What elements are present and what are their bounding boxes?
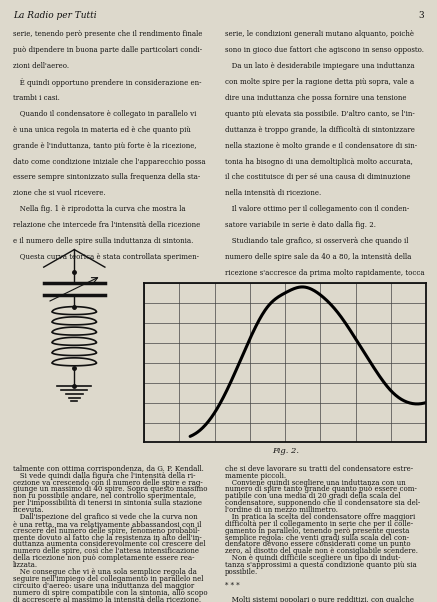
Text: zero, al disotto del quale non è consigliabile scendere.: zero, al disotto del quale non è consigl… [225,547,418,556]
Text: un massimo e poi rapidamente decade.: un massimo e poi rapidamente decade. [225,285,365,293]
Text: essere sempre sintonizzato sulla frequenza della sta-: essere sempre sintonizzato sulla frequen… [13,173,200,181]
Text: Molti sistemi popolari o pure redditizi, con qualche: Molti sistemi popolari o pure redditizi,… [225,595,414,602]
Text: zione che si vuol ricevere.: zione che si vuol ricevere. [13,190,106,197]
Text: sono in gioco due fattori che agiscono in senso opposto.: sono in gioco due fattori che agiscono i… [225,46,424,54]
Text: semplice regola: che venti gradi sulla scala del con-: semplice regola: che venti gradi sulla s… [225,533,409,542]
Text: In pratica la scelta del condensatore offre maggiori: In pratica la scelta del condensatore of… [225,513,415,521]
Text: può dipendere in buona parte dalle particolari condi-: può dipendere in buona parte dalle parti… [13,46,202,54]
Text: Non è quindi difficile scegliere un tipo di indut-: Non è quindi difficile scegliere un tipo… [225,554,401,562]
Text: Da un lato è desiderabile impiegare una induttanza: Da un lato è desiderabile impiegare una … [225,62,415,70]
Text: zioni dell'aereo.: zioni dell'aereo. [13,62,69,70]
Text: non fu possibile andare, nel controllo sperimentale,: non fu possibile andare, nel controllo s… [13,492,196,500]
Text: relazione che intercede fra l'intensità della ricezione: relazione che intercede fra l'intensità … [13,222,200,229]
Text: lizzata.: lizzata. [13,561,38,569]
Text: ricezione s'accresce da prima molto rapidamente, tocca: ricezione s'accresce da prima molto rapi… [225,269,425,277]
Text: quanto più elevata sia possibile. D'altro canto, se l'in-: quanto più elevata sia possibile. D'altr… [225,110,415,118]
Text: crescere del numero delle spire, fenomeno probabil-: crescere del numero delle spire, fenomen… [13,527,200,535]
Text: è una unica regola in materia ed è che quanto più: è una unica regola in materia ed è che q… [13,126,191,134]
Text: densatore devono essere considerati come un punto: densatore devono essere considerati come… [225,541,411,548]
Text: duttanza è troppo grande, la difficoltà di sintonizzare: duttanza è troppo grande, la difficoltà … [225,126,415,134]
Text: per l'impossibilità di tenersi in sintonia sulla stazione: per l'impossibilità di tenersi in sinton… [13,499,202,507]
Text: mente dovuto al fatto che la resistenza in alto dell'in-: mente dovuto al fatto che la resistenza … [13,533,202,542]
Text: l'ordine di un mezzo millimetro.: l'ordine di un mezzo millimetro. [225,506,338,514]
Text: numero di spire compatibile con la sintonia, allo scopo: numero di spire compatibile con la sinto… [13,589,208,597]
Text: circuito d'aereo: usare una induttanza del maggior: circuito d'aereo: usare una induttanza d… [13,582,194,590]
Text: Si vede quindi dalla figura che l'intensità della ri-: Si vede quindi dalla figura che l'intens… [13,471,196,480]
Text: numero delle spire, così che l'attesa intensificazione: numero delle spire, così che l'attesa in… [13,547,199,556]
Text: serie, tenendo però presente che il rendimento finale: serie, tenendo però presente che il rend… [13,30,202,38]
Text: duttanza aumenta considerevolmente col crescere del: duttanza aumenta considerevolmente col c… [13,541,206,548]
Text: con molte spire per la ragione detta più sopra, vale a: con molte spire per la ragione detta più… [225,78,414,86]
Text: cezione va crescendo con il numero delle spire e rag-: cezione va crescendo con il numero delle… [13,479,203,486]
Text: Nella fig. 1 è riprodotta la curva che mostra la: Nella fig. 1 è riprodotta la curva che m… [13,205,186,213]
Text: Conviene quindi scegliere una induttanza con un: Conviene quindi scegliere una induttanza… [225,479,406,486]
Text: nella stazione è molto grande e il condensatore di sin-: nella stazione è molto grande e il conde… [225,141,417,150]
Text: seguire nell'impiego del collegamento in parallelo nel: seguire nell'impiego del collegamento in… [13,575,204,583]
Text: satore variabile in serie è dato dalla fig. 2.: satore variabile in serie è dato dalla f… [225,222,376,229]
Text: Ne consegue che vi è una sola semplice regola da: Ne consegue che vi è una sola semplice r… [13,568,197,576]
Text: serie, le condizioni generali mutano alquanto, poichè: serie, le condizioni generali mutano alq… [225,30,414,38]
Text: difficoltà per il collegamento in serie che per il colle-: difficoltà per il collegamento in serie … [225,520,413,528]
Text: patibile con una media di 20 gradi della scala del: patibile con una media di 20 gradi della… [225,492,401,500]
Text: è una retta, ma va relativamente abbassandosi con il: è una retta, ma va relativamente abbassa… [13,520,201,528]
Text: gamento in parallelo, tenendo però presente questa: gamento in parallelo, tenendo però prese… [225,527,409,535]
Text: 3: 3 [418,11,424,20]
Text: Fig. 2.: Fig. 2. [272,447,298,455]
Text: possibile.: possibile. [225,568,258,576]
Text: tanza s'approssimi a questa condizione quanto più sia: tanza s'approssimi a questa condizione q… [225,561,417,569]
Text: Quando il condensatore è collegato in parallelo vi: Quando il condensatore è collegato in pa… [13,110,197,118]
Text: Studiando tale grafico, si osserverà che quando il: Studiando tale grafico, si osserverà che… [225,237,409,245]
Text: ricevuta.: ricevuta. [13,506,45,514]
Text: di accrescere al massimo la intensità della ricezione.: di accrescere al massimo la intensità de… [13,595,201,602]
Text: Il fenomeno è dovuto con tutta probabilità al fatto: Il fenomeno è dovuto con tutta probabili… [225,301,410,309]
Text: e il numero delle spire sulla induttanza di sintonia.: e il numero delle spire sulla induttanza… [13,237,194,245]
Text: che si deve lavorare su tratti del condensatore estre-: che si deve lavorare su tratti del conde… [225,465,413,473]
Text: trambi i casi.: trambi i casi. [13,94,60,102]
Text: della ricezione non può completamente essere rea-: della ricezione non può completamente es… [13,554,194,562]
Text: dato come condizione iniziale che l'apparecchio possa: dato come condizione iniziale che l'appa… [13,158,206,166]
Text: condensatore, supponendo che il condensatore sia del-: condensatore, supponendo che il condensa… [225,499,420,507]
Text: il che costituisce di per sé una causa di diminuzione: il che costituisce di per sé una causa d… [225,173,410,181]
Text: grande è l'induttanza, tanto più forte è la ricezione,: grande è l'induttanza, tanto più forte è… [13,141,197,150]
Text: mamente piccoli.: mamente piccoli. [225,471,286,480]
Text: * * *: * * * [225,582,239,590]
Text: numero delle spire sale da 40 a 80, la intensità della: numero delle spire sale da 40 a 80, la i… [225,253,411,261]
Text: Questa curva teorica è stata controllata sperimen-: Questa curva teorica è stata controllata… [13,253,199,261]
Text: Dall'ispezione del grafico si vede che la curva non: Dall'ispezione del grafico si vede che l… [13,513,198,521]
Text: giunge un massimo di 40 spire. Sopra questo massimo: giunge un massimo di 40 spire. Sopra que… [13,485,208,494]
Text: È quindi opportuno prendere in considerazione en-: È quindi opportuno prendere in considera… [13,78,201,87]
Text: dire una induttanza che possa fornire una tensione: dire una induttanza che possa fornire un… [225,94,406,102]
Text: numero di spire tanto grande quanto può essere com-: numero di spire tanto grande quanto può … [225,485,417,494]
Text: talmente con ottima corrispondenza, da G. P. Kendall.: talmente con ottima corrispondenza, da G… [13,465,204,473]
Text: nella intensità di ricezione.: nella intensità di ricezione. [225,190,321,197]
Text: tonia ha bisogno di una demoltiplicà molto accurata,: tonia ha bisogno di una demoltiplicà mol… [225,158,413,166]
Text: Il valore ottimo per il collegamento con il conden-: Il valore ottimo per il collegamento con… [225,205,409,213]
Text: La Radio per Tutti: La Radio per Tutti [13,11,97,20]
